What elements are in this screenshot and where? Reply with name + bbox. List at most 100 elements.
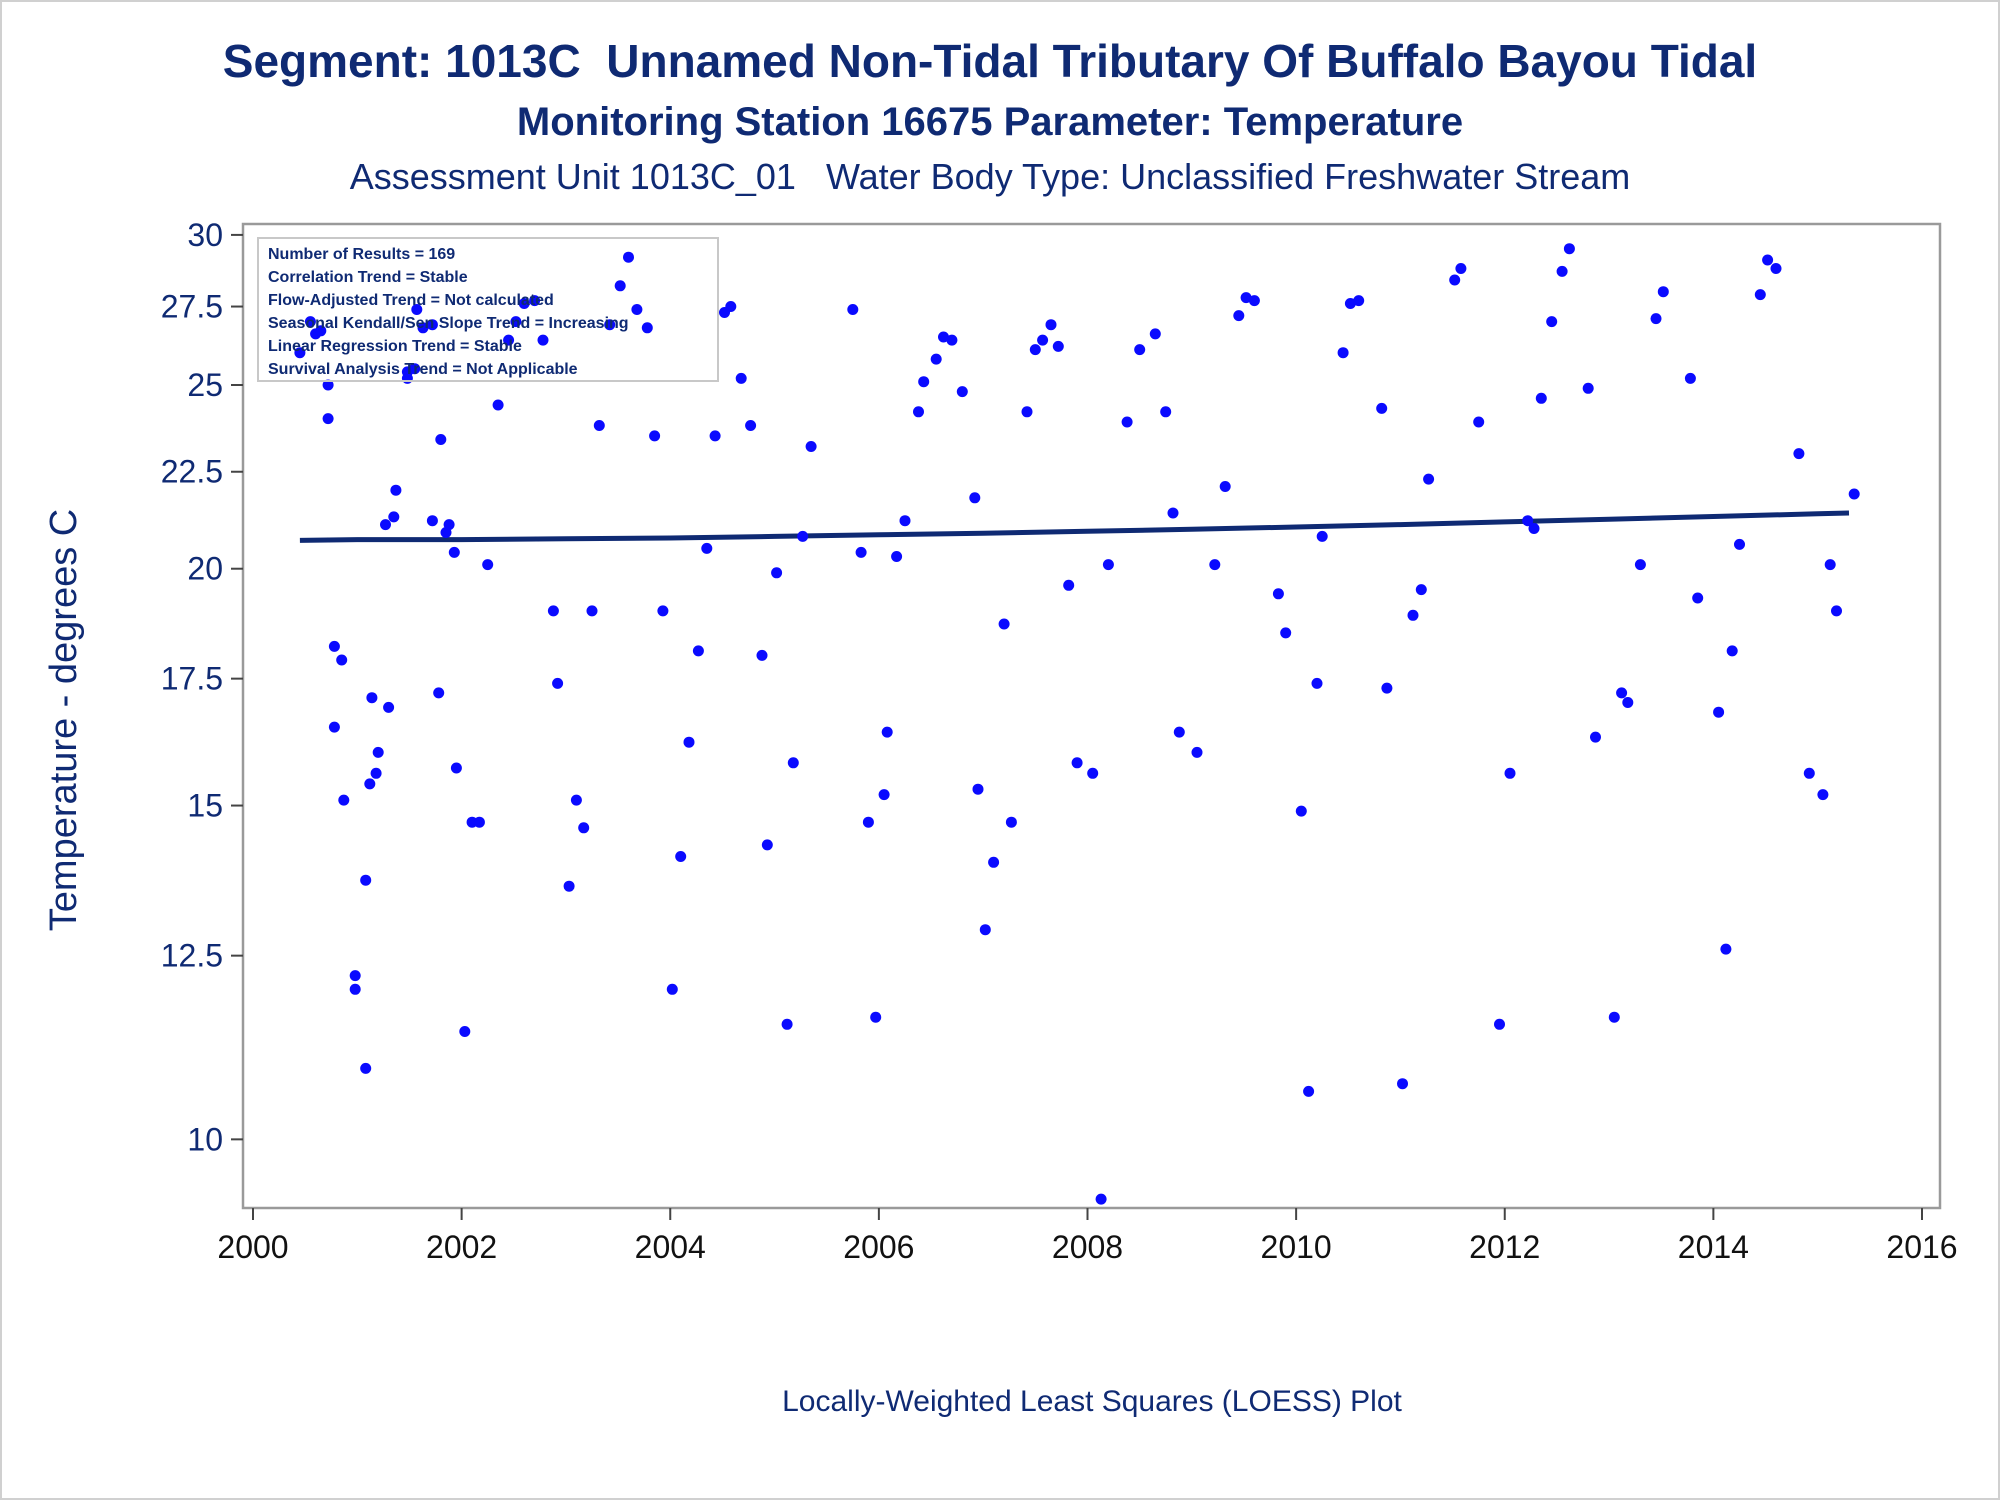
data-point [372, 746, 384, 758]
data-point [972, 783, 984, 795]
data-point [426, 515, 438, 527]
data-point [411, 304, 423, 315]
data-point [1754, 289, 1766, 301]
data-point [1045, 319, 1057, 331]
y-tick-label: 30 [187, 217, 223, 253]
data-point [1407, 609, 1419, 621]
stats-line: Seasonal Kendall/Sen Slope Trend = Incre… [268, 315, 629, 332]
x-tick-label: 2008 [1052, 1229, 1123, 1265]
data-point [649, 430, 661, 442]
data-point [1376, 402, 1388, 414]
chart-title: Segment: 1013C Unnamed Non-Tidal Tributa… [222, 35, 1758, 87]
data-point [701, 542, 713, 554]
y-tick-label: 17.5 [161, 661, 223, 697]
data-point [1167, 507, 1179, 519]
data-point [1005, 816, 1017, 828]
x-tick-label: 2012 [1469, 1229, 1540, 1265]
data-point [336, 654, 348, 666]
data-point [870, 1011, 882, 1023]
data-point [443, 519, 455, 531]
data-point [1037, 334, 1049, 346]
data-point [322, 413, 334, 425]
data-point [417, 322, 429, 334]
data-point [988, 856, 1000, 868]
data-point [675, 851, 687, 862]
data-point [1219, 481, 1231, 492]
data-point [657, 605, 669, 617]
data-point [593, 420, 605, 431]
data-point [1692, 592, 1704, 604]
data-point [1272, 588, 1284, 600]
data-point [1134, 344, 1146, 356]
loess-line [299, 510, 1850, 543]
data-point [1684, 372, 1696, 384]
data-point [666, 983, 678, 995]
data-point [304, 316, 316, 328]
data-point [1087, 767, 1099, 779]
data-point [586, 605, 598, 617]
stats-line: Survival Analysis Trend = Not Applicable [268, 361, 578, 378]
x-tick-label: 2014 [1678, 1229, 1749, 1265]
plot-area [241, 222, 1942, 1210]
data-point [1295, 805, 1307, 817]
data-point [503, 334, 515, 346]
data-point [1095, 1193, 1107, 1205]
data-point [891, 551, 903, 562]
data-point [913, 406, 924, 418]
y-tick-label: 12.5 [161, 938, 223, 974]
data-point [492, 399, 504, 411]
data-point [1734, 538, 1745, 550]
data-point [1455, 263, 1467, 274]
data-point [1563, 243, 1575, 255]
data-point [482, 559, 494, 571]
data-point [1063, 579, 1075, 591]
x-tick-label: 2002 [426, 1229, 497, 1265]
data-point [855, 546, 867, 558]
data-point [1616, 687, 1628, 699]
y-tick-label: 22.5 [161, 454, 223, 490]
data-point [805, 441, 817, 452]
data-point [1793, 448, 1805, 460]
data-point [1353, 295, 1365, 307]
plot-border [241, 222, 1942, 1210]
x-axis: 2000 2002 2004 2006 2008 2010 2012 2014 2016 [217, 1208, 1958, 1265]
data-point [563, 880, 575, 892]
data-point [1303, 1085, 1315, 1097]
data-point [433, 687, 445, 699]
data-point [1622, 697, 1634, 708]
data-point [390, 484, 402, 496]
data-point [1650, 313, 1662, 325]
data-point [1504, 767, 1516, 779]
data-point [709, 430, 721, 442]
data-point [745, 420, 757, 431]
data-point [1582, 382, 1594, 394]
data-point [366, 692, 378, 704]
data-point [881, 726, 893, 738]
x-tick-label: 2000 [217, 1229, 288, 1265]
data-point [1449, 274, 1461, 286]
data-point [435, 434, 447, 445]
data-point [1831, 605, 1842, 617]
data-point [969, 492, 981, 504]
x-tick-label: 2010 [1261, 1229, 1332, 1265]
data-point [1720, 943, 1732, 955]
data-point [623, 251, 634, 263]
data-point [1121, 416, 1133, 428]
data-point [735, 372, 747, 384]
data-point [1608, 1011, 1620, 1023]
data-point [692, 645, 704, 657]
data-point [473, 816, 485, 828]
data-point [1473, 416, 1485, 428]
data-point [1528, 523, 1540, 534]
data-point [388, 511, 400, 523]
data-point [370, 767, 382, 779]
data-point [1848, 488, 1860, 500]
data-point [338, 794, 350, 806]
data-point [1021, 406, 1033, 418]
x-tick-label: 2016 [1886, 1229, 1957, 1265]
data-point [383, 701, 395, 713]
data-point [578, 822, 590, 834]
data-point [979, 924, 991, 936]
data-point [380, 519, 391, 531]
